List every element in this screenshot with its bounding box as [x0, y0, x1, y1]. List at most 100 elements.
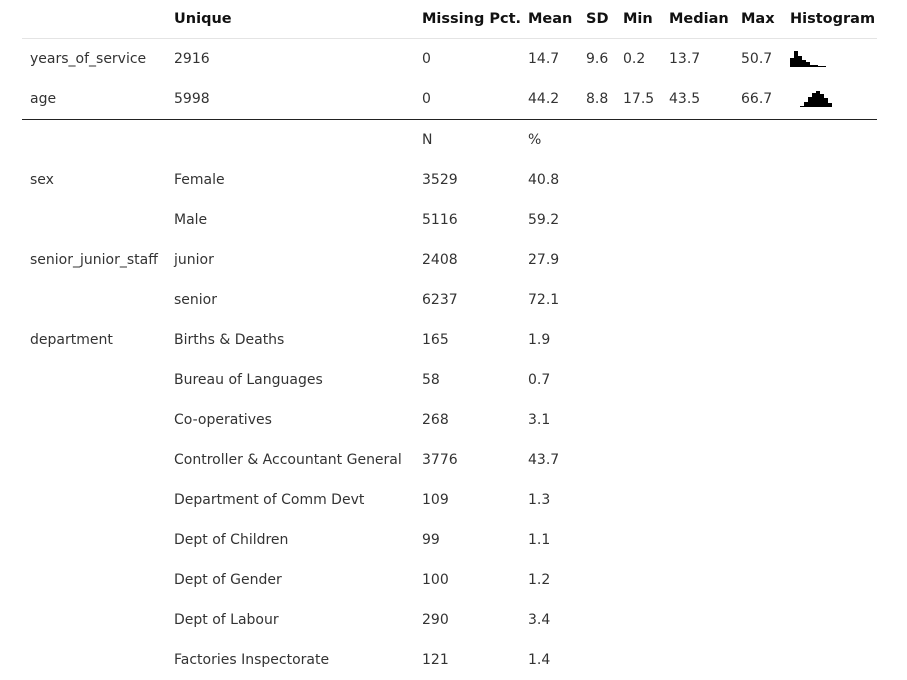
categorical-row: Department of Comm Devt 109 1.3 [22, 480, 877, 520]
empty-cell [733, 280, 782, 320]
cat-header-blank [22, 120, 166, 161]
mean-value: 44.2 [520, 79, 578, 120]
empty-cell [661, 520, 733, 560]
cat-header-pct: % [528, 132, 542, 148]
max-value: 50.7 [741, 51, 773, 67]
histogram-bar [812, 93, 816, 107]
categorical-row: department Births & Deaths 165 1.9 [22, 320, 877, 360]
empty-cell [615, 360, 661, 400]
empty-cell [661, 120, 733, 161]
empty-cell [733, 600, 782, 640]
count-value: 109 [422, 492, 449, 508]
variable-name: years_of_service [30, 51, 147, 67]
variable-name [22, 480, 166, 520]
empty-cell [661, 320, 733, 360]
histogram-bar [828, 103, 832, 107]
empty-cell [661, 640, 733, 680]
empty-cell [615, 600, 661, 640]
variable-name: senior_junior_staff [30, 252, 158, 268]
histogram-bar [816, 91, 820, 107]
histogram-bar [794, 51, 798, 67]
count-value: 99 [422, 532, 440, 548]
categorical-row: sex Female 3529 40.8 [22, 160, 877, 200]
empty-cell [661, 400, 733, 440]
numeric-row: years_of_service 2916 0 14.7 9.6 0.2 13.… [22, 39, 877, 80]
empty-cell [578, 560, 615, 600]
level-name: Bureau of Languages [174, 372, 323, 388]
histogram-bar [820, 94, 824, 107]
variable-name: department [30, 332, 113, 348]
count-value: 3776 [422, 452, 458, 468]
empty-cell [615, 520, 661, 560]
empty-cell [615, 640, 661, 680]
empty-cell [578, 360, 615, 400]
empty-cell [782, 400, 877, 440]
empty-cell [733, 640, 782, 680]
empty-cell [733, 160, 782, 200]
header-min: Min [615, 0, 661, 39]
empty-cell [578, 640, 615, 680]
variable-name: sex [30, 172, 54, 188]
count-value: 165 [422, 332, 449, 348]
empty-cell [782, 200, 877, 240]
summary-table-container: Unique Missing Pct. Mean SD Min Median M… [22, 0, 877, 680]
cat-header-blank [166, 120, 414, 161]
count-value: 100 [422, 572, 449, 588]
empty-cell [615, 280, 661, 320]
level-name: junior [174, 252, 214, 268]
percent-value: 1.3 [528, 492, 551, 508]
empty-cell [661, 360, 733, 400]
percent-value: 27.9 [528, 252, 560, 268]
level-name: Co-operatives [174, 412, 272, 428]
percent-value: 3.4 [528, 612, 551, 628]
empty-cell [733, 320, 782, 360]
histogram-cell [782, 39, 877, 80]
empty-cell [615, 200, 661, 240]
variable-name [22, 400, 166, 440]
empty-cell [782, 440, 877, 480]
header-missing-pct: Missing Pct. [414, 0, 520, 39]
unique-value: 2916 [174, 51, 210, 67]
categorical-row: Male 5116 59.2 [22, 200, 877, 240]
histogram-bar [806, 62, 810, 67]
histogram-bar [808, 97, 812, 107]
percent-value: 72.1 [528, 292, 560, 308]
empty-cell [733, 120, 782, 161]
empty-cell [782, 320, 877, 360]
empty-cell [578, 280, 615, 320]
level-name: Male [174, 212, 208, 228]
count-value: 121 [422, 652, 449, 668]
empty-cell [782, 120, 877, 161]
missing-value: 0 [414, 79, 520, 120]
missing-value: 0 [422, 51, 431, 67]
level-name: Dept of Gender [174, 572, 282, 588]
percent-value: 1.1 [528, 532, 551, 548]
variable-name [22, 440, 166, 480]
empty-cell [578, 440, 615, 480]
level-name: Dept of Children [174, 532, 289, 548]
empty-cell [615, 160, 661, 200]
min-value: 17.5 [615, 79, 661, 120]
level-name: Controller & Accountant General [174, 452, 402, 468]
variable-name [22, 640, 166, 680]
percent-value: 0.7 [528, 372, 551, 388]
categorical-row: Factories Inspectorate 121 1.4 [22, 640, 877, 680]
categorical-row: Co-operatives 268 3.1 [22, 400, 877, 440]
histogram-bar [798, 56, 802, 67]
empty-cell [661, 480, 733, 520]
sd-value: 8.8 [578, 79, 615, 120]
empty-cell [578, 120, 615, 161]
summary-table: Unique Missing Pct. Mean SD Min Median M… [22, 0, 877, 680]
histogram-cell [782, 79, 877, 120]
percent-value: 43.7 [528, 452, 560, 468]
histogram-bar [810, 65, 814, 67]
sd-value: 9.6 [586, 51, 609, 67]
empty-cell [578, 400, 615, 440]
empty-cell [733, 360, 782, 400]
header-histogram: Histogram [782, 0, 877, 39]
header-max: Max [733, 0, 782, 39]
empty-cell [661, 560, 733, 600]
empty-cell [578, 160, 615, 200]
count-value: 268 [422, 412, 449, 428]
empty-cell [661, 200, 733, 240]
